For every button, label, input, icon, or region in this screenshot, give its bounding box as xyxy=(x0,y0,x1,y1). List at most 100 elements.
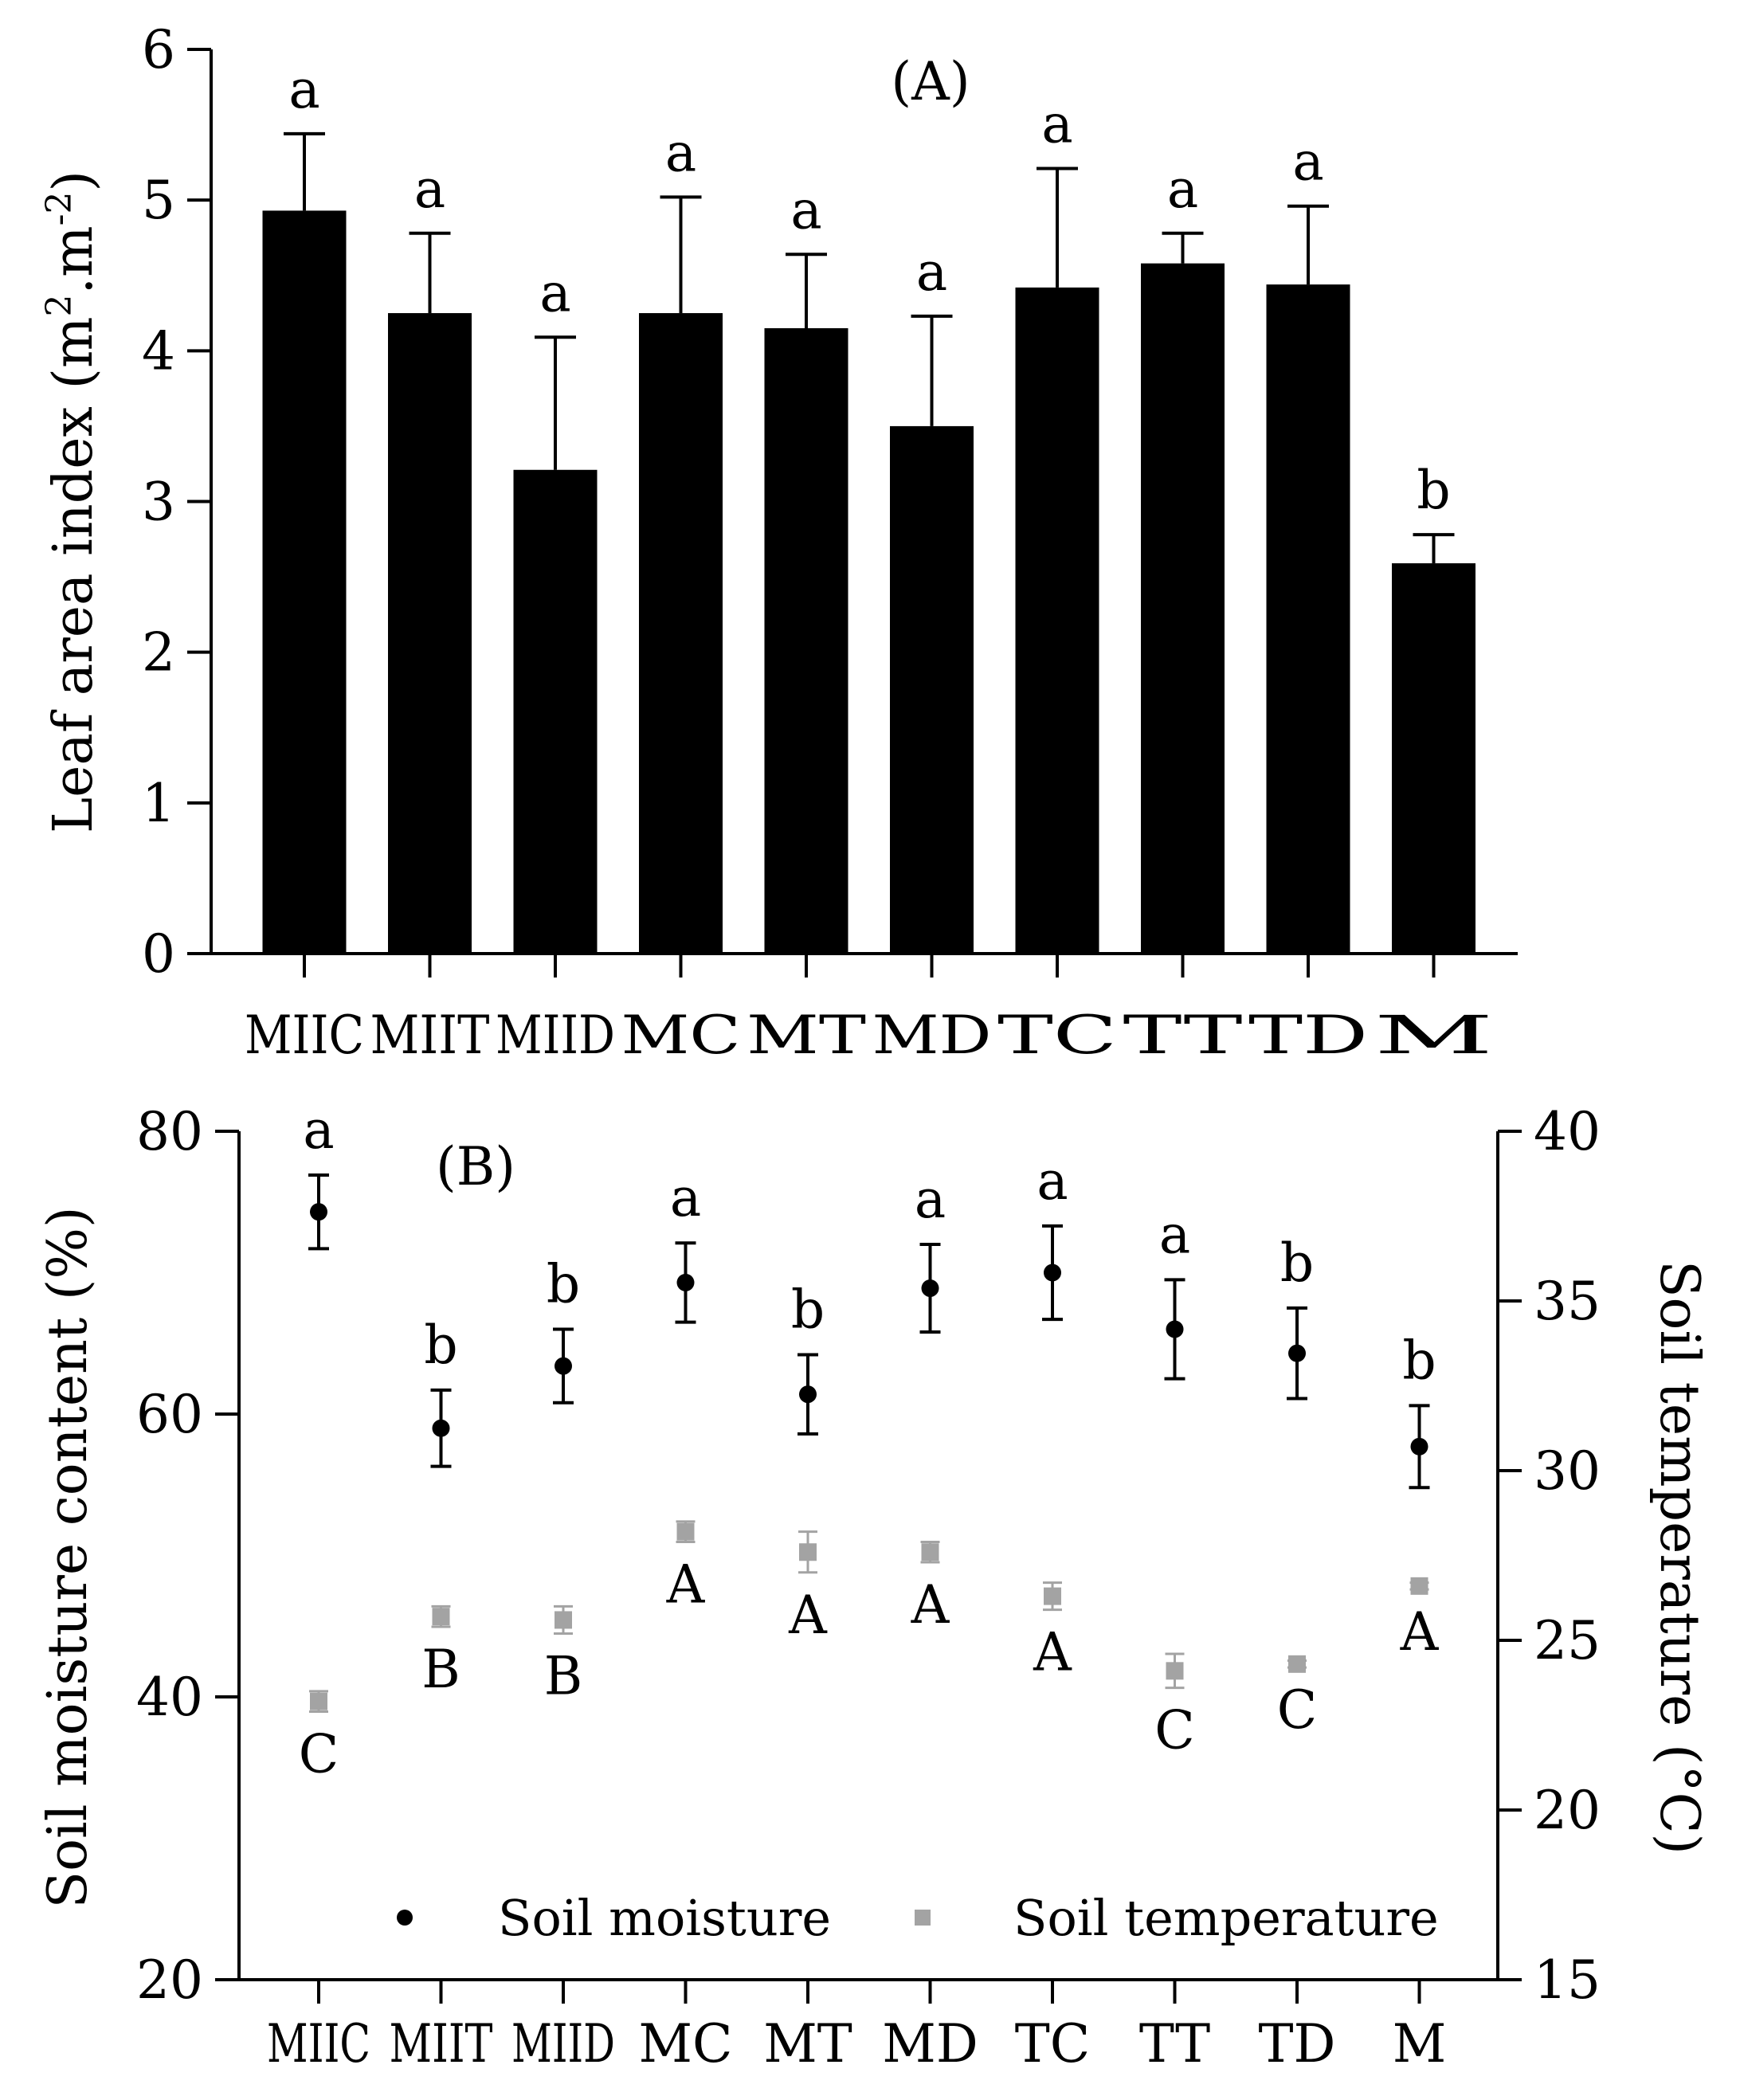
panel-a-y-tick-label: 1 xyxy=(142,773,175,834)
panel-b-moisture-significance: a xyxy=(303,1099,334,1161)
panel-b-x-tick-label: MC xyxy=(638,2013,732,2075)
legend-soil-temperature-label: Soil temperature xyxy=(1013,1889,1439,1947)
panel-b-x-tick-label: MIIC xyxy=(267,2013,370,2075)
panel-b-moisture-significance: a xyxy=(915,1169,946,1230)
panel-a-significance-letter: a xyxy=(1167,159,1198,220)
panel-b-moisture-point xyxy=(310,1203,327,1221)
panel-b-temperature-point xyxy=(310,1692,327,1710)
panel-b-right-axis-title: Soil temperature (°C) xyxy=(1648,1260,1711,1855)
panel-a-y-tick-label: 0 xyxy=(142,923,175,985)
panel-b-temperature-significance: B xyxy=(544,1645,583,1706)
panel-b-left-tick-label: 20 xyxy=(136,1949,203,2011)
panel-a-x-tick-label: M xyxy=(1374,1005,1494,1066)
panel-a-y-title-sup2: -2 xyxy=(39,192,80,226)
panel-a-bar-miic xyxy=(262,210,347,954)
panel-b-left-tick-label: 60 xyxy=(136,1384,203,1445)
panel-b-temperature-significance: A xyxy=(1033,1622,1072,1683)
panel-a-significance-letter: a xyxy=(916,241,947,303)
panel-a-x-tick-label: TD xyxy=(1248,1005,1368,1066)
panel-b-x-tick-label: MT xyxy=(763,2013,852,2075)
panel-b-temperature-significance: C xyxy=(299,1723,339,1785)
panel-b-moisture-point xyxy=(1410,1437,1428,1456)
panel-b-moisture-significance: a xyxy=(1037,1150,1068,1212)
panel-b-right-tick-label: 20 xyxy=(1534,1780,1601,1841)
panel-b-x-tick-label: TC xyxy=(1015,2013,1091,2075)
panel-b-moisture-significance: a xyxy=(670,1167,701,1228)
panel-a-x-tick-label: MIID xyxy=(496,1005,615,1066)
panel-b-right-tick-label: 40 xyxy=(1534,1101,1601,1162)
panel-a-bar-miit xyxy=(388,313,472,954)
panel-b-temperature-point xyxy=(1288,1655,1306,1673)
panel-b-temperature-point xyxy=(676,1522,695,1541)
panel-b-x-tick-label: MD xyxy=(882,2013,978,2075)
panel-b-temperature-point xyxy=(555,1611,572,1629)
panel-b-temperature-significance: A xyxy=(911,1574,950,1636)
panel-b-temperature-point xyxy=(921,1543,939,1561)
panel-b-right-ticks: 15 20 25 30 35 40 xyxy=(1498,1101,1601,2011)
panel-a-y-tick-label: 3 xyxy=(142,472,175,533)
panel-b-moisture-point xyxy=(555,1357,572,1375)
panel-a-significance-letter: b xyxy=(1417,460,1450,521)
panel-a-x-tick-label: MIIC xyxy=(245,1005,364,1066)
panel-b-moisture-significance: b xyxy=(424,1314,457,1376)
panel-b-temperature-significance: A xyxy=(1400,1601,1440,1663)
panel-a-bar-mc xyxy=(639,313,723,954)
panel-b-right-tick-label: 35 xyxy=(1534,1271,1601,1332)
panel-a-bar-md xyxy=(890,425,974,954)
panel-a-bar-m xyxy=(1392,563,1475,954)
panel-a-x-tick-label: MT xyxy=(747,1005,866,1066)
panel-a-significance-letter: a xyxy=(414,159,445,220)
panel-b-moisture-point xyxy=(1288,1344,1306,1362)
panel-b-moisture-point xyxy=(432,1419,450,1437)
panel-a-bar-tc xyxy=(1015,287,1099,954)
panel-b-label: (B) xyxy=(436,1136,515,1197)
panel-a-y-ticks: 0 1 2 3 4 5 6 xyxy=(142,19,211,985)
panel-b-temperature-point xyxy=(1044,1587,1061,1605)
panel-a-x-ticks: MIIC MIIT MIID MC MT MD TC TT TD M xyxy=(245,954,1494,1066)
panel-b-temperature-significance: B xyxy=(421,1639,460,1700)
panel-a-y-title-end: ) xyxy=(42,170,105,192)
panel-b-moisture-significance: b xyxy=(547,1254,580,1315)
panel-b-temperature-point xyxy=(432,1608,450,1626)
panel-a-bar-mt xyxy=(764,327,848,954)
panel-b-points: a b b a b a a a b b C B B A A A A C C A xyxy=(299,1099,1440,1785)
panel-b-moisture-point xyxy=(676,1273,695,1291)
panel-b-x-tick-label: TD xyxy=(1259,2013,1336,2075)
panel-b-temperature-significance: C xyxy=(1277,1679,1318,1741)
panel-b-moisture-significance: a xyxy=(1159,1204,1190,1265)
panel-a-x-tick-label: TC xyxy=(997,1005,1117,1066)
panel-b-x-tick-label: TT xyxy=(1139,2013,1210,2075)
panel-b-right-tick-label: 25 xyxy=(1534,1610,1601,1671)
panel-b-x-tick-label: MIIT xyxy=(390,2013,493,2075)
panel-a-x-tick-label: TT xyxy=(1123,1005,1243,1066)
panel-a-significance-letter: a xyxy=(665,122,696,183)
panel-b-x-ticks: MIIC MIIT MIID MC MT MD TC TT TD M xyxy=(267,1980,1446,2075)
panel-b-left-ticks: 20 40 60 80 xyxy=(136,1101,239,2011)
panel-a-y-axis-title: Leaf area index (m2.m-2) xyxy=(39,170,105,833)
panel-b-right-tick-label: 30 xyxy=(1534,1440,1601,1502)
panel-a-bar-td xyxy=(1266,284,1350,954)
panel-b-legend: Soil moisture Soil temperature xyxy=(397,1889,1439,1947)
panel-b-moisture-significance: b xyxy=(1402,1330,1436,1391)
panel-b-moisture-significance: b xyxy=(1280,1232,1314,1294)
panel-a-y-tick-label: 5 xyxy=(142,170,175,231)
panel-a-y-title-mid: .m xyxy=(42,225,105,294)
panel-a-y-tick-label: 4 xyxy=(142,320,175,382)
panel-a-significance-letter: a xyxy=(539,262,570,323)
panel-b-moisture-significance: b xyxy=(791,1279,825,1340)
panel-a-bar-miid xyxy=(513,469,598,954)
legend-soil-moisture-marker xyxy=(397,1910,413,1926)
panel-a-significance-letter: a xyxy=(1292,131,1323,193)
panel-b-x-tick-label: MIID xyxy=(511,2013,615,2075)
panel-a-significance-letter: a xyxy=(790,179,821,241)
panel-b-temperature-point xyxy=(1166,1662,1184,1680)
panel-a-bar-tt xyxy=(1141,263,1225,954)
legend-soil-temperature-marker xyxy=(915,1910,931,1926)
panel-b-x-tick-label: M xyxy=(1393,2013,1447,2075)
panel-a-x-tick-label: MIIT xyxy=(370,1005,490,1066)
panel-b-left-tick-label: 80 xyxy=(136,1101,203,1162)
panel-b-temperature-point xyxy=(1410,1577,1428,1595)
panel-b-left-tick-label: 40 xyxy=(136,1667,203,1728)
panel-b-temperature-point xyxy=(799,1543,817,1561)
